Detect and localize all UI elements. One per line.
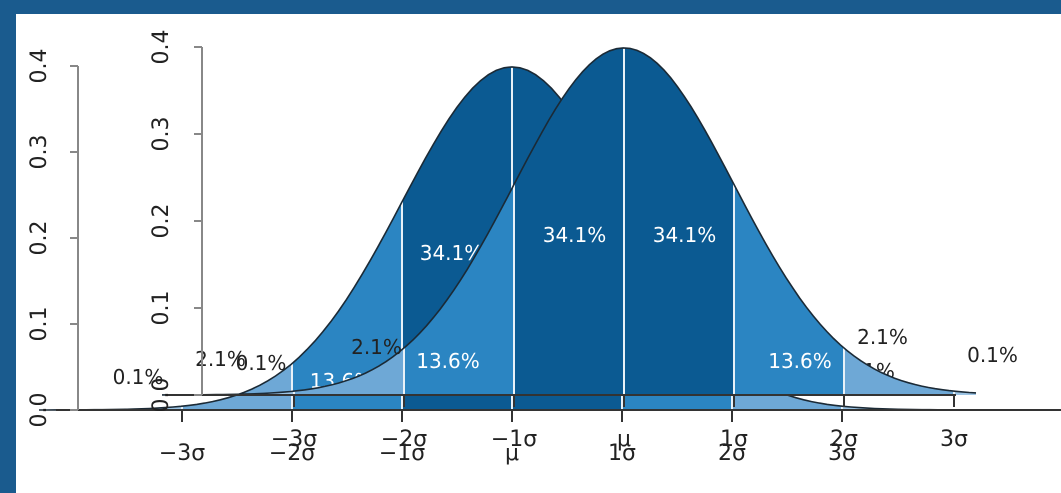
y-tick-label-2: 0.2	[149, 204, 174, 239]
pct-label-0: 0.1%	[113, 365, 164, 389]
x-tick-label-4: 1σ	[720, 427, 748, 452]
x-tick-label-3: μ	[505, 441, 519, 466]
x-tick-label-6: 3σ	[940, 427, 968, 452]
pct-label-5: 13.6%	[768, 349, 832, 373]
front-chart: 0.00.10.20.30.4−3σ −2σ −1σ μ 1σ 2σ 3σ0.1%2.1%1…	[149, 30, 1018, 453]
x-tick-label-6: 3σ	[828, 441, 856, 466]
y-tick-label-0: 0.0	[27, 393, 52, 428]
x-tick-label-2: −1σ	[379, 441, 425, 466]
region-6	[844, 348, 954, 395]
pct-label-0: 0.1%	[236, 351, 287, 375]
region-6	[732, 363, 842, 410]
y-tick-label-3: 0.3	[27, 135, 52, 170]
curve-outline	[39, 66, 985, 411]
y-tick-label-2: 0.2	[27, 221, 52, 256]
pct-label-7: 0.1%	[967, 343, 1018, 367]
pct-label-4: 34.1%	[653, 223, 717, 247]
x-tick-label-0: −3σ	[159, 441, 205, 466]
chart-frame: 0.0 0.1 0.2 0.3 0.4 −3σ −2σ −1σ μ 1σ 2σ 3σ 0.1% 2.1% 1…	[16, 14, 1061, 493]
pct-label-1: 2.1%	[351, 335, 402, 359]
y-tick-label-4: 0.4	[149, 30, 174, 65]
pct-label-6: 2.1%	[857, 325, 908, 349]
x-tick-label-5: 2σ	[718, 441, 746, 466]
y-tick-label-3: 0.3	[149, 117, 174, 152]
y-tick-label-0: 0.0	[149, 378, 174, 413]
pct-label-2: 13.6%	[416, 349, 480, 373]
x-tick-label-4: 1σ	[608, 441, 636, 466]
pct-label-1: 2.1%	[195, 347, 246, 371]
y-tick-label-4: 0.4	[27, 49, 52, 84]
y-tick-label-1: 0.1	[149, 291, 174, 326]
x-tick-label-1: −2σ	[381, 427, 427, 452]
x-tick-label-5: 2σ	[830, 427, 858, 452]
x-tick-label-0: −3σ	[271, 427, 317, 452]
x-tick-label-1: −2σ	[269, 441, 315, 466]
region-1	[294, 348, 404, 395]
x-tick-label-3: μ	[617, 427, 631, 452]
overlapping-normal-distribution-charts: 0.00.10.20.30.4−3σ −2σ −1σ μ 1σ 2σ 3σ0.1%2.1%1…	[27, 30, 1061, 466]
region-4	[624, 47, 734, 396]
curve-outline	[162, 47, 977, 396]
y-tick-label-1: 0.1	[27, 307, 52, 342]
x-tick-label-2: −1σ	[491, 427, 537, 452]
region-1	[182, 363, 292, 410]
pct-label-3: 34.1%	[543, 223, 607, 247]
